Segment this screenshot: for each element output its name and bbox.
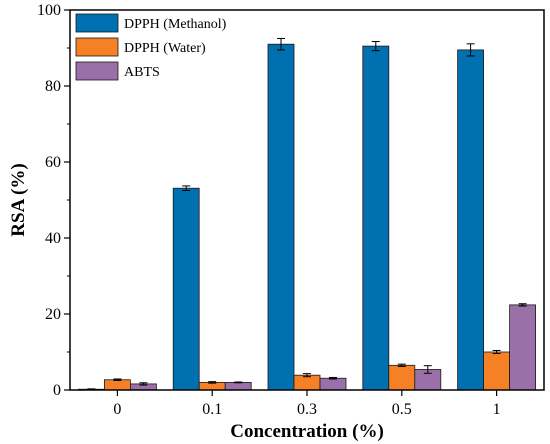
legend-label: DPPH (Water) bbox=[124, 41, 206, 56]
x-tick-label: 0.5 bbox=[392, 401, 412, 418]
x-axis: 0 0.1 0.3 0.5 1 bbox=[113, 390, 501, 418]
error-bars-layer bbox=[87, 38, 527, 391]
bar bbox=[224, 381, 252, 391]
legend-label: DPPH (Methanol) bbox=[124, 17, 227, 32]
x-tick-label: 0 bbox=[113, 401, 121, 418]
y-axis-title: RSA (%) bbox=[8, 163, 29, 236]
bars-layer bbox=[78, 43, 537, 391]
bar bbox=[483, 351, 511, 391]
bar bbox=[104, 379, 131, 391]
y-tick-label: 60 bbox=[45, 154, 61, 171]
legend-swatch bbox=[75, 37, 119, 57]
x-tick-label: 1 bbox=[493, 401, 501, 418]
legend-swatch bbox=[75, 61, 119, 81]
bar bbox=[362, 45, 390, 391]
x-tick-label: 0.3 bbox=[297, 401, 317, 418]
bar bbox=[172, 187, 200, 391]
x-axis-title: Concentration (%) bbox=[230, 421, 384, 442]
y-tick-label: 40 bbox=[45, 230, 61, 247]
legend-swatch bbox=[75, 13, 119, 33]
x-tick-label: 0.1 bbox=[202, 401, 222, 418]
y-tick-label: 80 bbox=[45, 78, 61, 95]
bar bbox=[457, 49, 485, 391]
y-axis: 0 20 40 60 80 100 bbox=[37, 2, 70, 399]
legend: DPPH (Methanol) DPPH (Water) ABTS bbox=[75, 13, 227, 81]
bar bbox=[319, 377, 347, 391]
legend-label: ABTS bbox=[124, 65, 160, 80]
bar bbox=[293, 374, 321, 391]
bar bbox=[388, 364, 416, 391]
bar bbox=[267, 43, 295, 391]
y-tick-label: 20 bbox=[45, 306, 61, 323]
y-tick-label: 0 bbox=[53, 382, 61, 399]
bar bbox=[509, 304, 537, 391]
y-tick-label: 100 bbox=[37, 2, 61, 19]
